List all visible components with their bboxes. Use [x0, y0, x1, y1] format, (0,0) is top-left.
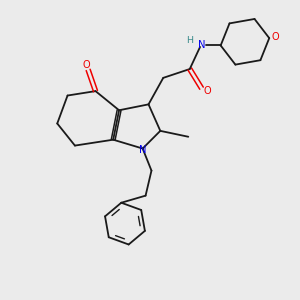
Text: O: O [83, 60, 91, 70]
Text: O: O [272, 32, 280, 42]
Text: H: H [186, 36, 193, 45]
Text: N: N [139, 145, 146, 155]
Text: N: N [198, 40, 205, 50]
Text: O: O [203, 85, 211, 95]
